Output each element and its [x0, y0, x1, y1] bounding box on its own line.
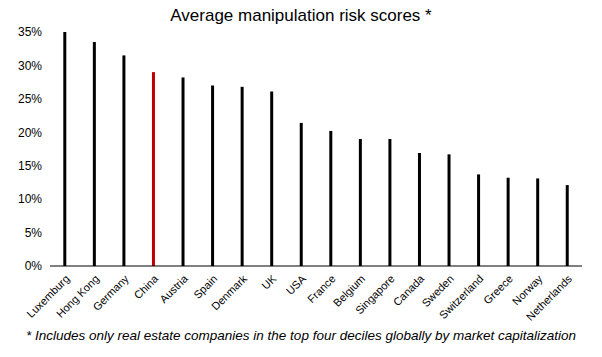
svg-text:UK: UK: [259, 272, 279, 292]
svg-text:Sweden: Sweden: [419, 272, 456, 310]
svg-text:France: France: [305, 272, 338, 306]
svg-text:Denmark: Denmark: [209, 272, 249, 312]
svg-text:Norway: Norway: [509, 272, 545, 308]
svg-text:China: China: [131, 272, 161, 302]
svg-text:Germany: Germany: [90, 272, 131, 313]
svg-text:15%: 15%: [18, 159, 42, 173]
html-text:* Includes only real estate co: * Includes only real estate companies in…: [26, 328, 576, 343]
html-text:Average manipulation risk scor: Average manipulation risk scores *: [170, 6, 432, 25]
svg-text:Netherlands: Netherlands: [524, 272, 575, 323]
svg-text:30%: 30%: [18, 59, 42, 73]
svg-text:USA: USA: [284, 272, 309, 297]
svg-text:Switzerland: Switzerland: [437, 272, 486, 321]
svg-text:5%: 5%: [25, 226, 43, 240]
svg-text:Austria: Austria: [157, 272, 190, 305]
svg-text:Spain: Spain: [191, 272, 220, 301]
svg-text:20%: 20%: [18, 126, 42, 140]
svg-text:Hong Kong: Hong Kong: [54, 272, 101, 319]
svg-text:Singapore: Singapore: [353, 272, 397, 316]
svg-text:25%: 25%: [18, 92, 42, 106]
svg-text:Greece: Greece: [481, 272, 515, 306]
svg-text:0%: 0%: [25, 259, 43, 273]
svg-text:35%: 35%: [18, 25, 42, 39]
svg-text:10%: 10%: [18, 192, 42, 206]
svg-text:Canada: Canada: [390, 272, 427, 309]
svg-text:Luxemburg: Luxemburg: [24, 272, 72, 320]
svg-text:Belgium: Belgium: [330, 272, 368, 309]
